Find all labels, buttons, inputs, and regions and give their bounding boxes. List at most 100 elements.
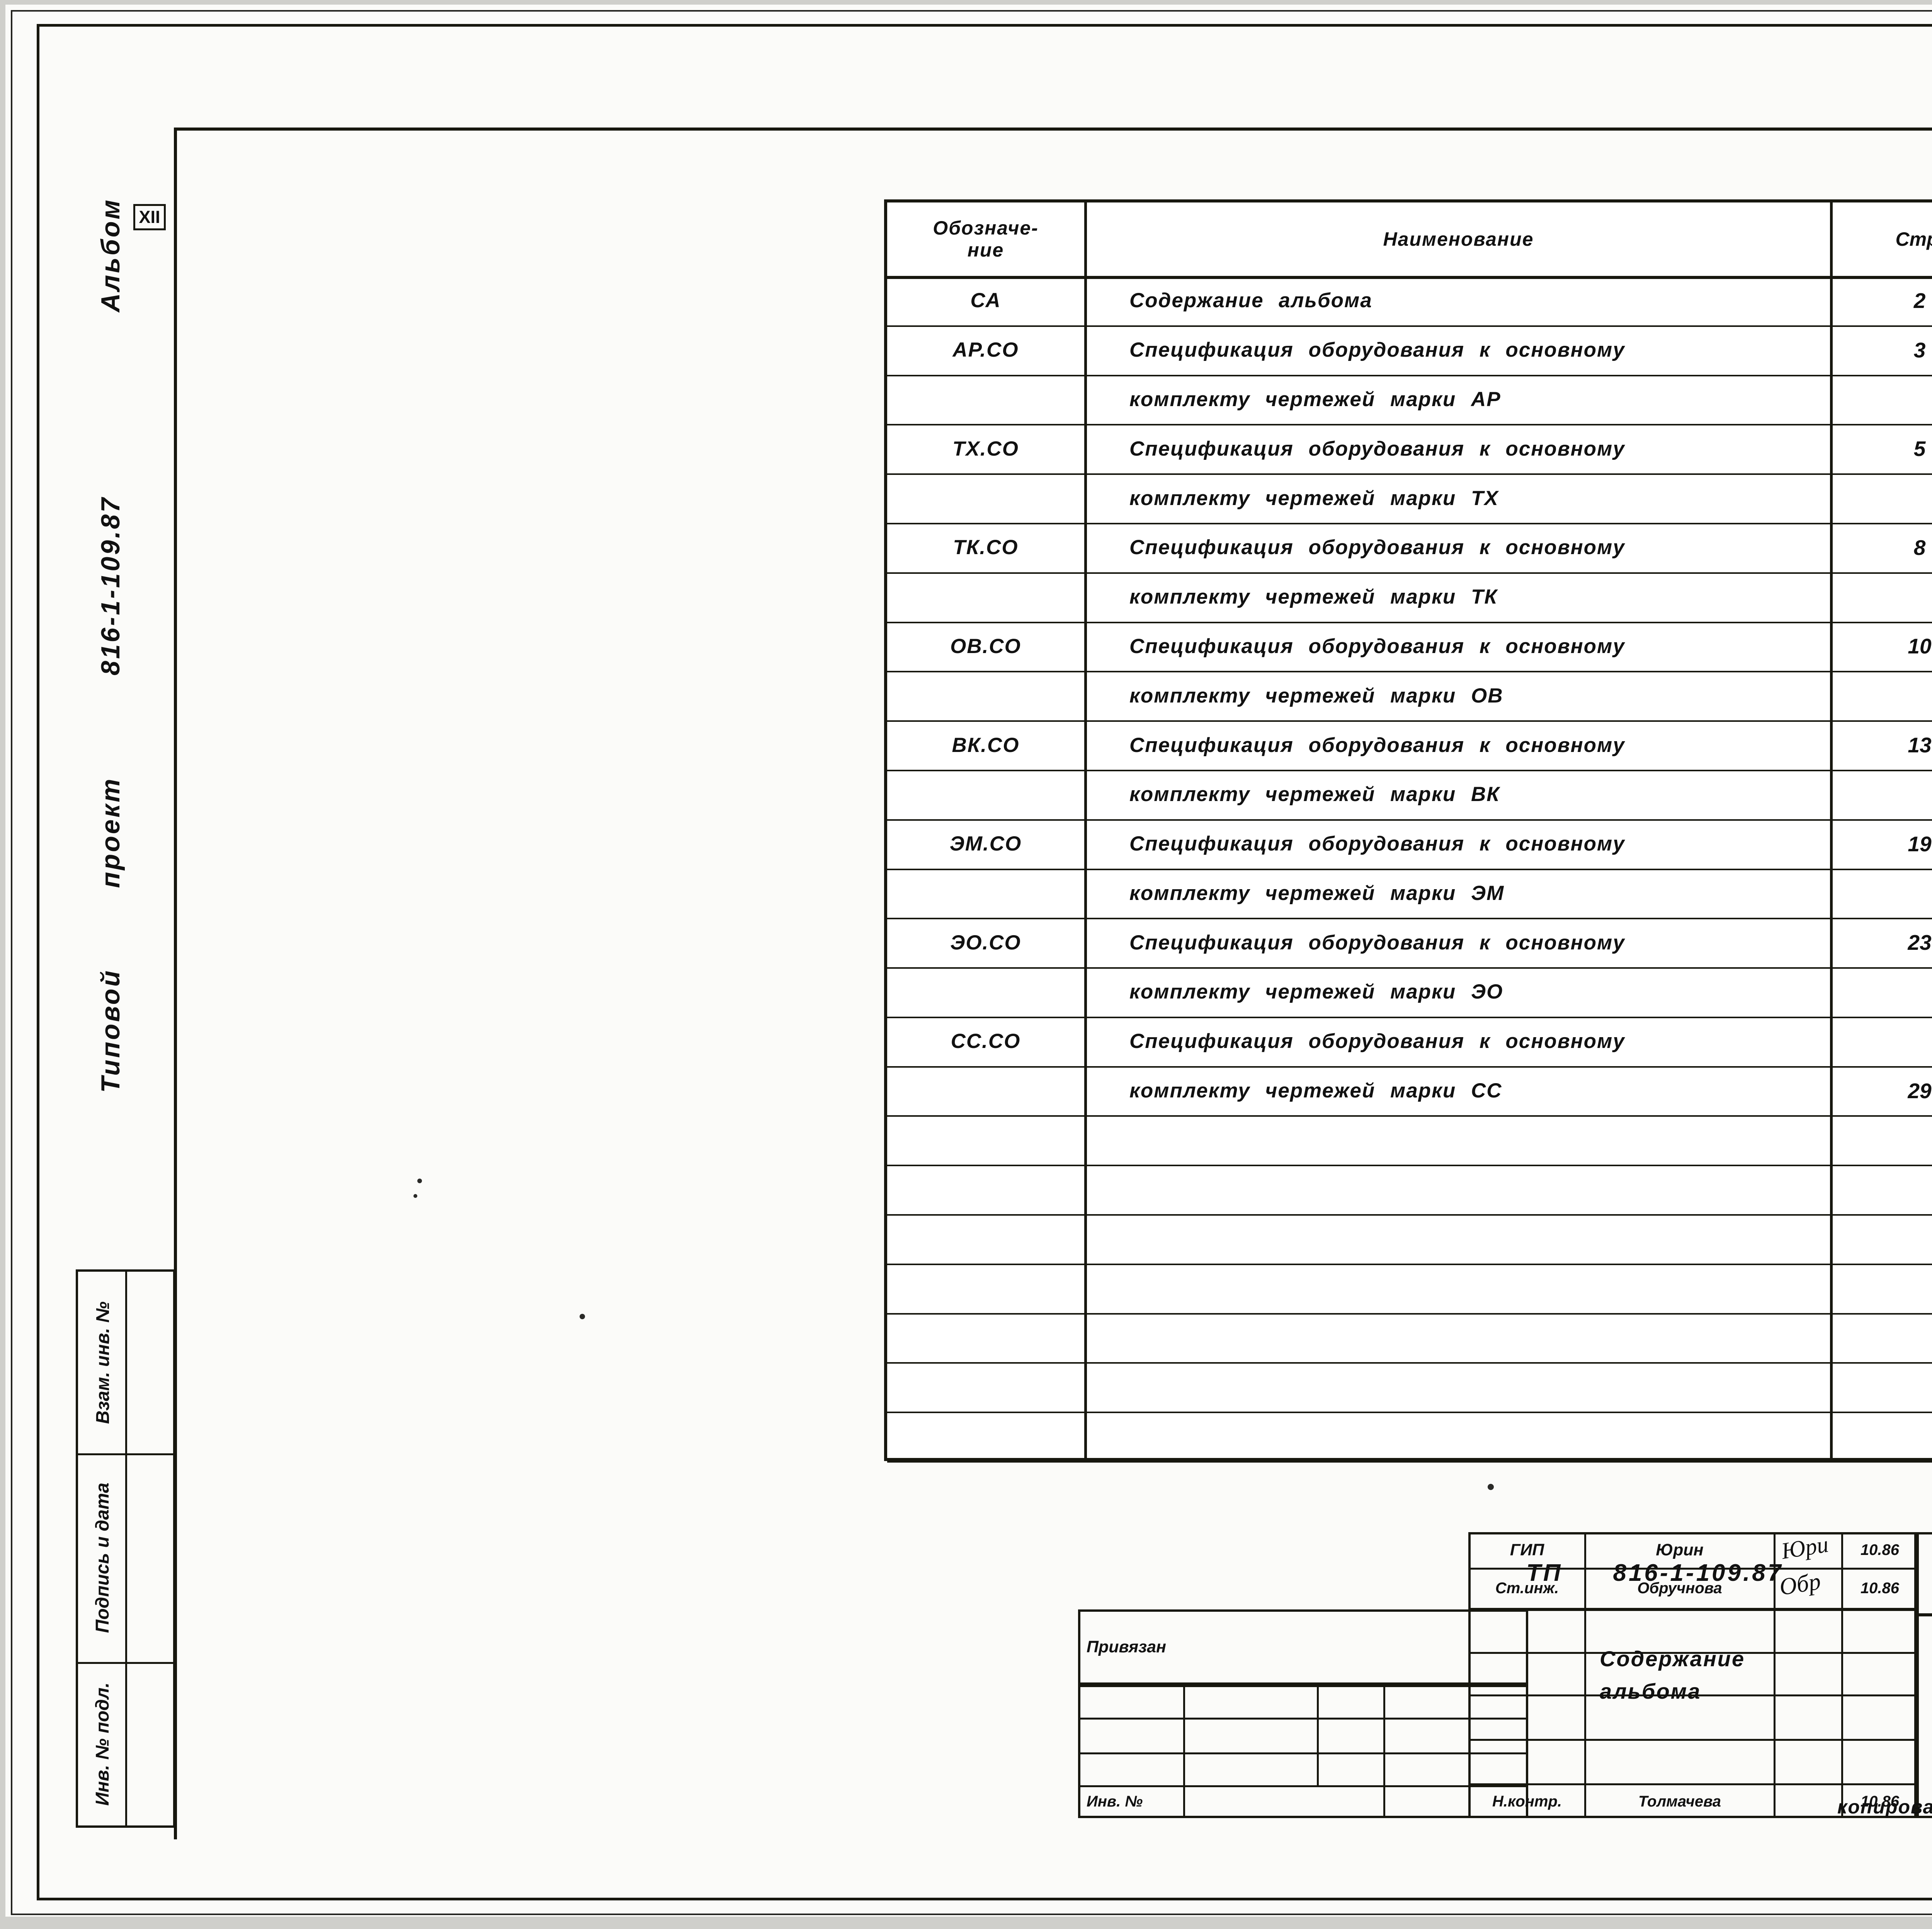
cell-page: 2 <box>1913 288 1926 313</box>
cell-page <box>1833 1412 1932 1461</box>
table-row: комплекту чертежей марки ОВ <box>887 671 1932 720</box>
cell-name: Спецификация оборудования к основному <box>1129 634 1625 658</box>
scan-edge-left <box>0 0 5 1929</box>
cell-code <box>887 671 1084 720</box>
cell-code: ЭМ.СО <box>949 832 1022 856</box>
table-row <box>887 1214 1932 1264</box>
role-label-ncontrol: Н.контр. <box>1492 1793 1562 1810</box>
cell-page <box>1833 671 1932 720</box>
stamp-row-divider <box>78 1453 173 1455</box>
cell-name <box>1087 1115 1830 1165</box>
scan-speck <box>1488 1484 1494 1490</box>
table-row: СА Содержание альбома 2 <box>887 276 1932 325</box>
stamp-row-divider <box>78 1662 173 1664</box>
cell-page: 23 <box>1908 930 1932 955</box>
cell-code <box>887 1165 1084 1214</box>
table-row-rule <box>887 1066 1932 1068</box>
table-row <box>887 1165 1932 1214</box>
table-row-rule <box>887 1115 1932 1117</box>
stamp-label-vzam: Взам. инв. № <box>92 1301 113 1424</box>
cell-name: Спецификация оборудования к основному <box>1129 339 1625 362</box>
cell-name: комплекту чертежей марки АР <box>1129 388 1501 411</box>
header-code-line2: ние <box>967 239 1004 261</box>
table-row: СС.СО Спецификация оборудования к основно… <box>887 1017 1932 1066</box>
table-row-rule <box>887 1263 1932 1265</box>
cell-page: 13 <box>1908 733 1932 757</box>
cell-name <box>1087 1313 1830 1363</box>
role-name-gip: Юрин <box>1656 1540 1704 1559</box>
album-roman-box: XII <box>133 204 166 230</box>
table-row: комплекту чертежей марки ТК <box>887 572 1932 622</box>
table-row <box>887 1412 1932 1461</box>
table-row: комплекту чертежей марки ЭО <box>887 967 1932 1017</box>
header-code-line1: Обозначе- <box>933 217 1039 239</box>
cell-page <box>1833 1264 1932 1313</box>
cell-code <box>887 473 1084 523</box>
table-row-rule <box>887 1016 1932 1018</box>
cell-code: СА <box>970 289 1001 312</box>
cell-name: Спецификация оборудования к основному <box>1129 733 1625 757</box>
project-word: проект <box>96 777 125 888</box>
left-vertical-title: Альбом 816-1-109.87 проект Типовой <box>96 166 187 1209</box>
table-row: ЭО.СО Спецификация оборудования к основно… <box>887 918 1932 967</box>
header-cell-page: Стр. <box>1895 228 1932 250</box>
roles-grid <box>1468 1532 1917 1818</box>
cell-name: Спецификация оборудования к основному <box>1129 437 1625 460</box>
doc-title-line2: альбома <box>1600 1679 1701 1703</box>
cell-code: АР.СО <box>952 339 1019 362</box>
title-block: Привязан Инв. № ГИП Юрин 10.86 Юрu Ст.ин… <box>1078 1531 1932 1818</box>
cell-page: 19 <box>1908 832 1932 856</box>
cell-name <box>1087 1214 1830 1264</box>
table-row-rule <box>887 671 1932 673</box>
cell-name: Спецификация оборудования к основному <box>1129 931 1625 954</box>
table-row-rule <box>887 572 1932 574</box>
copy-label: копировал <box>1837 1796 1932 1818</box>
stamp-cell-inv: Инв. № подл. <box>78 1662 128 1826</box>
table-row: комплекту чертежей марки ТХ <box>887 473 1932 523</box>
cell-page <box>1833 1214 1932 1264</box>
cell-page <box>1833 967 1932 1017</box>
table-row: комплекту чертежей марки ЭМ <box>887 869 1932 918</box>
role-label-stinzh: Ст.инж. <box>1495 1579 1559 1597</box>
table-row-rule <box>887 769 1932 771</box>
cell-page <box>1833 1115 1932 1165</box>
table-header-row: Обозначе- ние Наименование Стр. <box>887 202 1932 276</box>
cell-code: ВК.СО <box>952 733 1020 757</box>
table-row <box>887 1313 1932 1363</box>
table-row-rule <box>887 1214 1932 1216</box>
cell-page: 5 <box>1913 437 1926 461</box>
cell-code: ЭО.СО <box>950 931 1021 954</box>
typical-word: Типовой <box>96 968 125 1093</box>
table-row: ТХ.СО Спецификация оборудования к основно… <box>887 424 1932 473</box>
table-column-divider-page <box>1830 202 1833 1458</box>
cell-page <box>1833 1313 1932 1363</box>
scan-speck <box>417 1179 422 1183</box>
cell-page <box>1833 1362 1932 1412</box>
cell-code <box>887 375 1084 424</box>
cell-code <box>887 1066 1084 1116</box>
cell-code <box>887 1264 1084 1313</box>
table-row-rule <box>887 967 1932 969</box>
cell-code <box>887 1313 1084 1363</box>
table-row-rule <box>887 1165 1932 1167</box>
doc-title-line1: Содержание <box>1600 1647 1745 1671</box>
cell-code <box>887 1214 1084 1264</box>
table-column-divider-code <box>1084 202 1087 1458</box>
cell-name <box>1087 1412 1830 1461</box>
cell-name: Спецификация оборудования к основному <box>1129 832 1625 856</box>
cell-code <box>887 1412 1084 1461</box>
role-date-ncontrol: 10.86 <box>1860 1793 1900 1810</box>
cell-name: комплекту чертежей марки ОВ <box>1129 684 1503 707</box>
sheet-outer-border <box>11 10 1932 1915</box>
table-row-rule <box>887 325 1932 327</box>
table-row: ВК.СО Спецификация оборудования к основно… <box>887 720 1932 770</box>
cell-page <box>1833 572 1932 622</box>
table-row <box>887 1115 1932 1165</box>
stamp-cell-vzam: Взам. инв. № <box>78 1272 128 1453</box>
cell-name: Содержание альбома <box>1129 289 1372 312</box>
album-roman: XII <box>139 207 160 227</box>
table-row-rule <box>887 819 1932 821</box>
attached-box <box>1078 1609 1528 1685</box>
table-row: АР.СО Спецификация оборудования к основно… <box>887 325 1932 375</box>
table-row-rule <box>887 1461 1932 1463</box>
